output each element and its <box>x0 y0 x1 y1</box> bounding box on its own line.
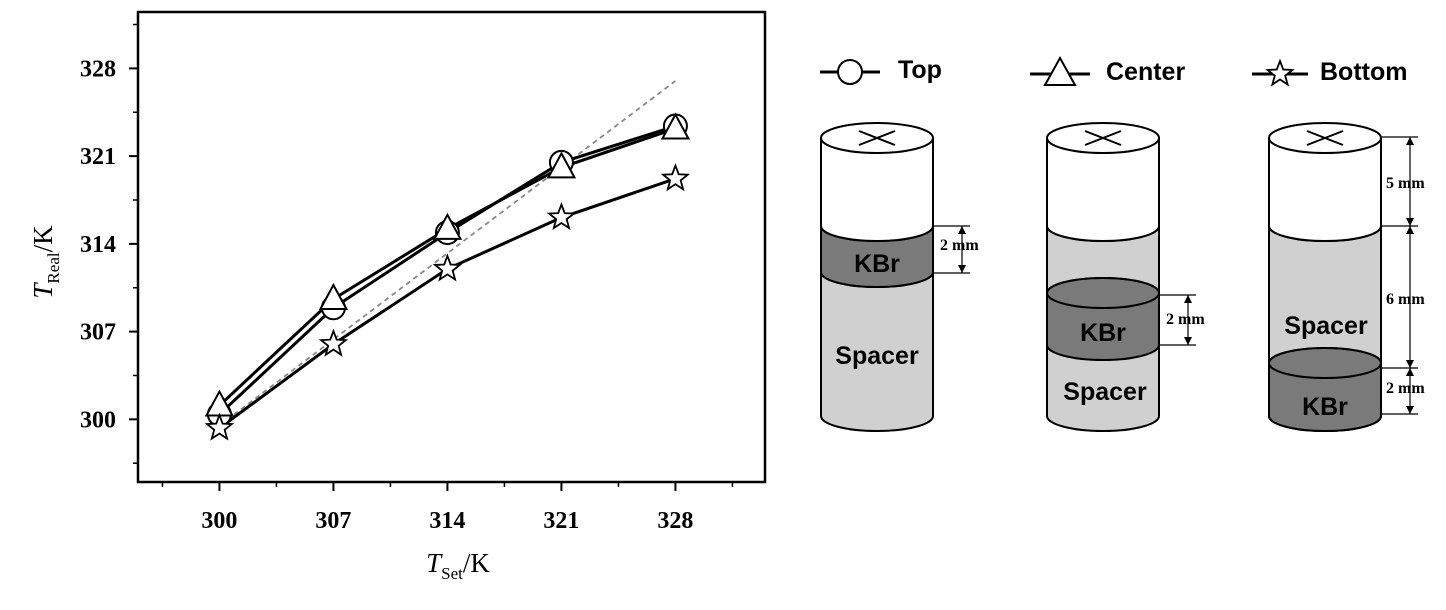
tick-marks <box>129 23 734 491</box>
dimension-marker <box>1160 294 1196 346</box>
y-tick-label: 328 <box>80 56 116 82</box>
y-tick-label: 321 <box>80 144 116 170</box>
cross-icon <box>1306 130 1344 146</box>
tick-labels: 300 307 314 321 328 300 307 314 321 328 <box>80 56 693 534</box>
kbr-label: KBr <box>1302 393 1348 421</box>
x-axis-title-subscript: Set <box>441 564 463 583</box>
kbr-layer-back-edge <box>1046 277 1160 294</box>
bottom-marker <box>546 202 577 231</box>
sample-schematic-center: KBr Spacer 2 mm <box>1046 122 1205 432</box>
kbr-layer-back-edge <box>1268 347 1382 364</box>
dimension-marker <box>1382 136 1418 415</box>
legend-label-top: Top <box>898 56 942 84</box>
bottom-marker <box>204 412 235 441</box>
dimension-label: 2 mm <box>940 237 979 254</box>
bottom-marker <box>660 163 691 192</box>
x-axis-title-symbol: T <box>426 548 443 578</box>
sample-schematic-bottom: Spacer KBr 5 mm 6 mm 2 mm <box>1268 122 1425 432</box>
y-tick-label: 300 <box>80 407 116 433</box>
center-marker <box>546 151 577 179</box>
dimension-label-backdrop <box>1383 172 1409 192</box>
y-tick-label: 314 <box>80 232 116 258</box>
kbr-label: KBr <box>1080 319 1126 347</box>
x-tick-label: 314 <box>429 508 465 534</box>
y-axis-title-symbol: T <box>28 282 58 299</box>
center-marker <box>432 212 463 240</box>
dimension-label: 2 mm <box>1386 380 1425 397</box>
star-icon <box>1265 58 1295 87</box>
legend: Top Center Bottom <box>820 55 1407 87</box>
cross-icon <box>1084 130 1122 146</box>
series-markers <box>204 112 691 441</box>
triangle-icon <box>1043 55 1077 86</box>
legend-label-center: Center <box>1106 58 1185 86</box>
y-axis-title-subscript: Real <box>44 252 63 283</box>
plot-frame <box>136 10 767 484</box>
legend-label-bottom: Bottom <box>1320 58 1407 86</box>
reference-line <box>218 80 676 427</box>
kbr-layer-front-edge <box>1046 292 1160 309</box>
spacer-label: Spacer <box>835 342 919 370</box>
y-tick-label: 307 <box>80 320 116 346</box>
reference-dashed-line <box>218 80 676 427</box>
center-marker <box>660 112 691 140</box>
center-marker <box>318 282 349 311</box>
x-tick-label: 328 <box>657 508 693 534</box>
y-axis-title: TReal/K <box>28 225 63 299</box>
kbr-layer-front-edge <box>1268 362 1382 379</box>
spacer-label: Spacer <box>1284 312 1368 340</box>
bottom-marker <box>432 253 463 282</box>
legend-item-bottom: Bottom <box>1252 58 1407 87</box>
dimension-label: 6 mm <box>1386 291 1425 308</box>
legend-item-center: Center <box>1030 55 1185 86</box>
dimension-marker <box>934 225 970 274</box>
series-lines <box>218 124 676 430</box>
x-axis-title-unit: /K <box>463 548 491 578</box>
empty-space <box>1046 138 1160 242</box>
cross-icon <box>858 130 896 146</box>
sample-schematic-top: KBr Spacer 2 mm <box>820 122 979 432</box>
empty-space <box>1268 138 1382 242</box>
legend-item-top: Top <box>820 56 942 85</box>
y-axis-title-unit: /K <box>28 225 58 253</box>
circle-icon <box>837 59 863 85</box>
dimension-label: 5 mm <box>1386 175 1425 192</box>
x-tick-label: 307 <box>315 508 351 534</box>
dimension-label: 2 mm <box>1166 311 1205 328</box>
dimension-label-backdrop <box>1383 288 1409 308</box>
x-tick-label: 321 <box>543 508 579 534</box>
dimension-label-backdrop <box>1383 377 1409 397</box>
empty-space <box>820 138 934 242</box>
bottom-marker <box>318 328 349 357</box>
x-axis-title: TSet/K <box>426 548 490 583</box>
x-tick-label: 300 <box>201 508 237 534</box>
kbr-label: KBr <box>854 250 900 278</box>
spacer-label: Spacer <box>1063 378 1147 406</box>
